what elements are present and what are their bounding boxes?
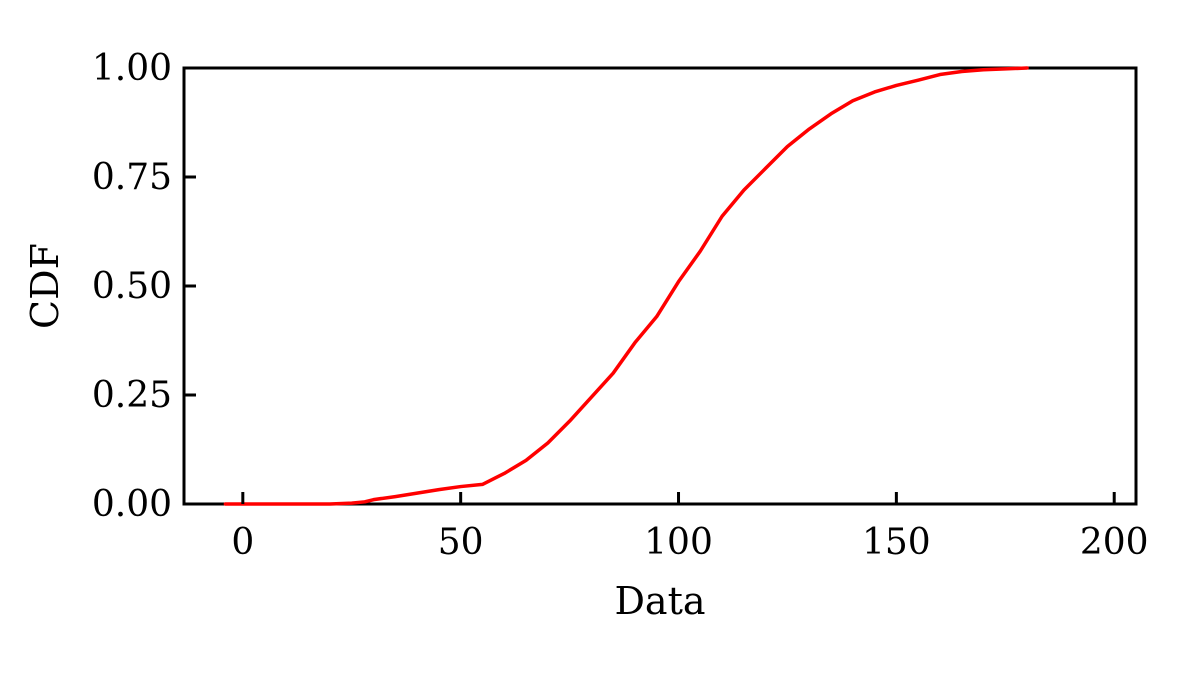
y-tick-label: 1.00: [92, 48, 172, 89]
cdf-line: [223, 66, 1029, 506]
y-tick-label: 0.25: [92, 375, 172, 416]
x-tick-label: 50: [438, 522, 484, 563]
y-tick-label: 0.00: [92, 484, 172, 525]
y-axis-ticks: 0.00 0.25 0.50 0.75 1.00: [92, 48, 196, 525]
x-axis-ticks: 0 50 100 150 200: [231, 492, 1149, 563]
x-tick-label: 200: [1080, 522, 1149, 563]
y-axis-label: CDF: [23, 243, 67, 329]
x-tick-label: 150: [862, 522, 931, 563]
y-tick-label: 0.50: [92, 266, 172, 307]
x-tick-label: 100: [644, 522, 713, 563]
x-tick-label: 0: [231, 522, 254, 563]
y-tick-label: 0.75: [92, 157, 172, 198]
x-axis-label: Data: [614, 579, 705, 623]
plot-area-border: [182, 66, 1138, 506]
